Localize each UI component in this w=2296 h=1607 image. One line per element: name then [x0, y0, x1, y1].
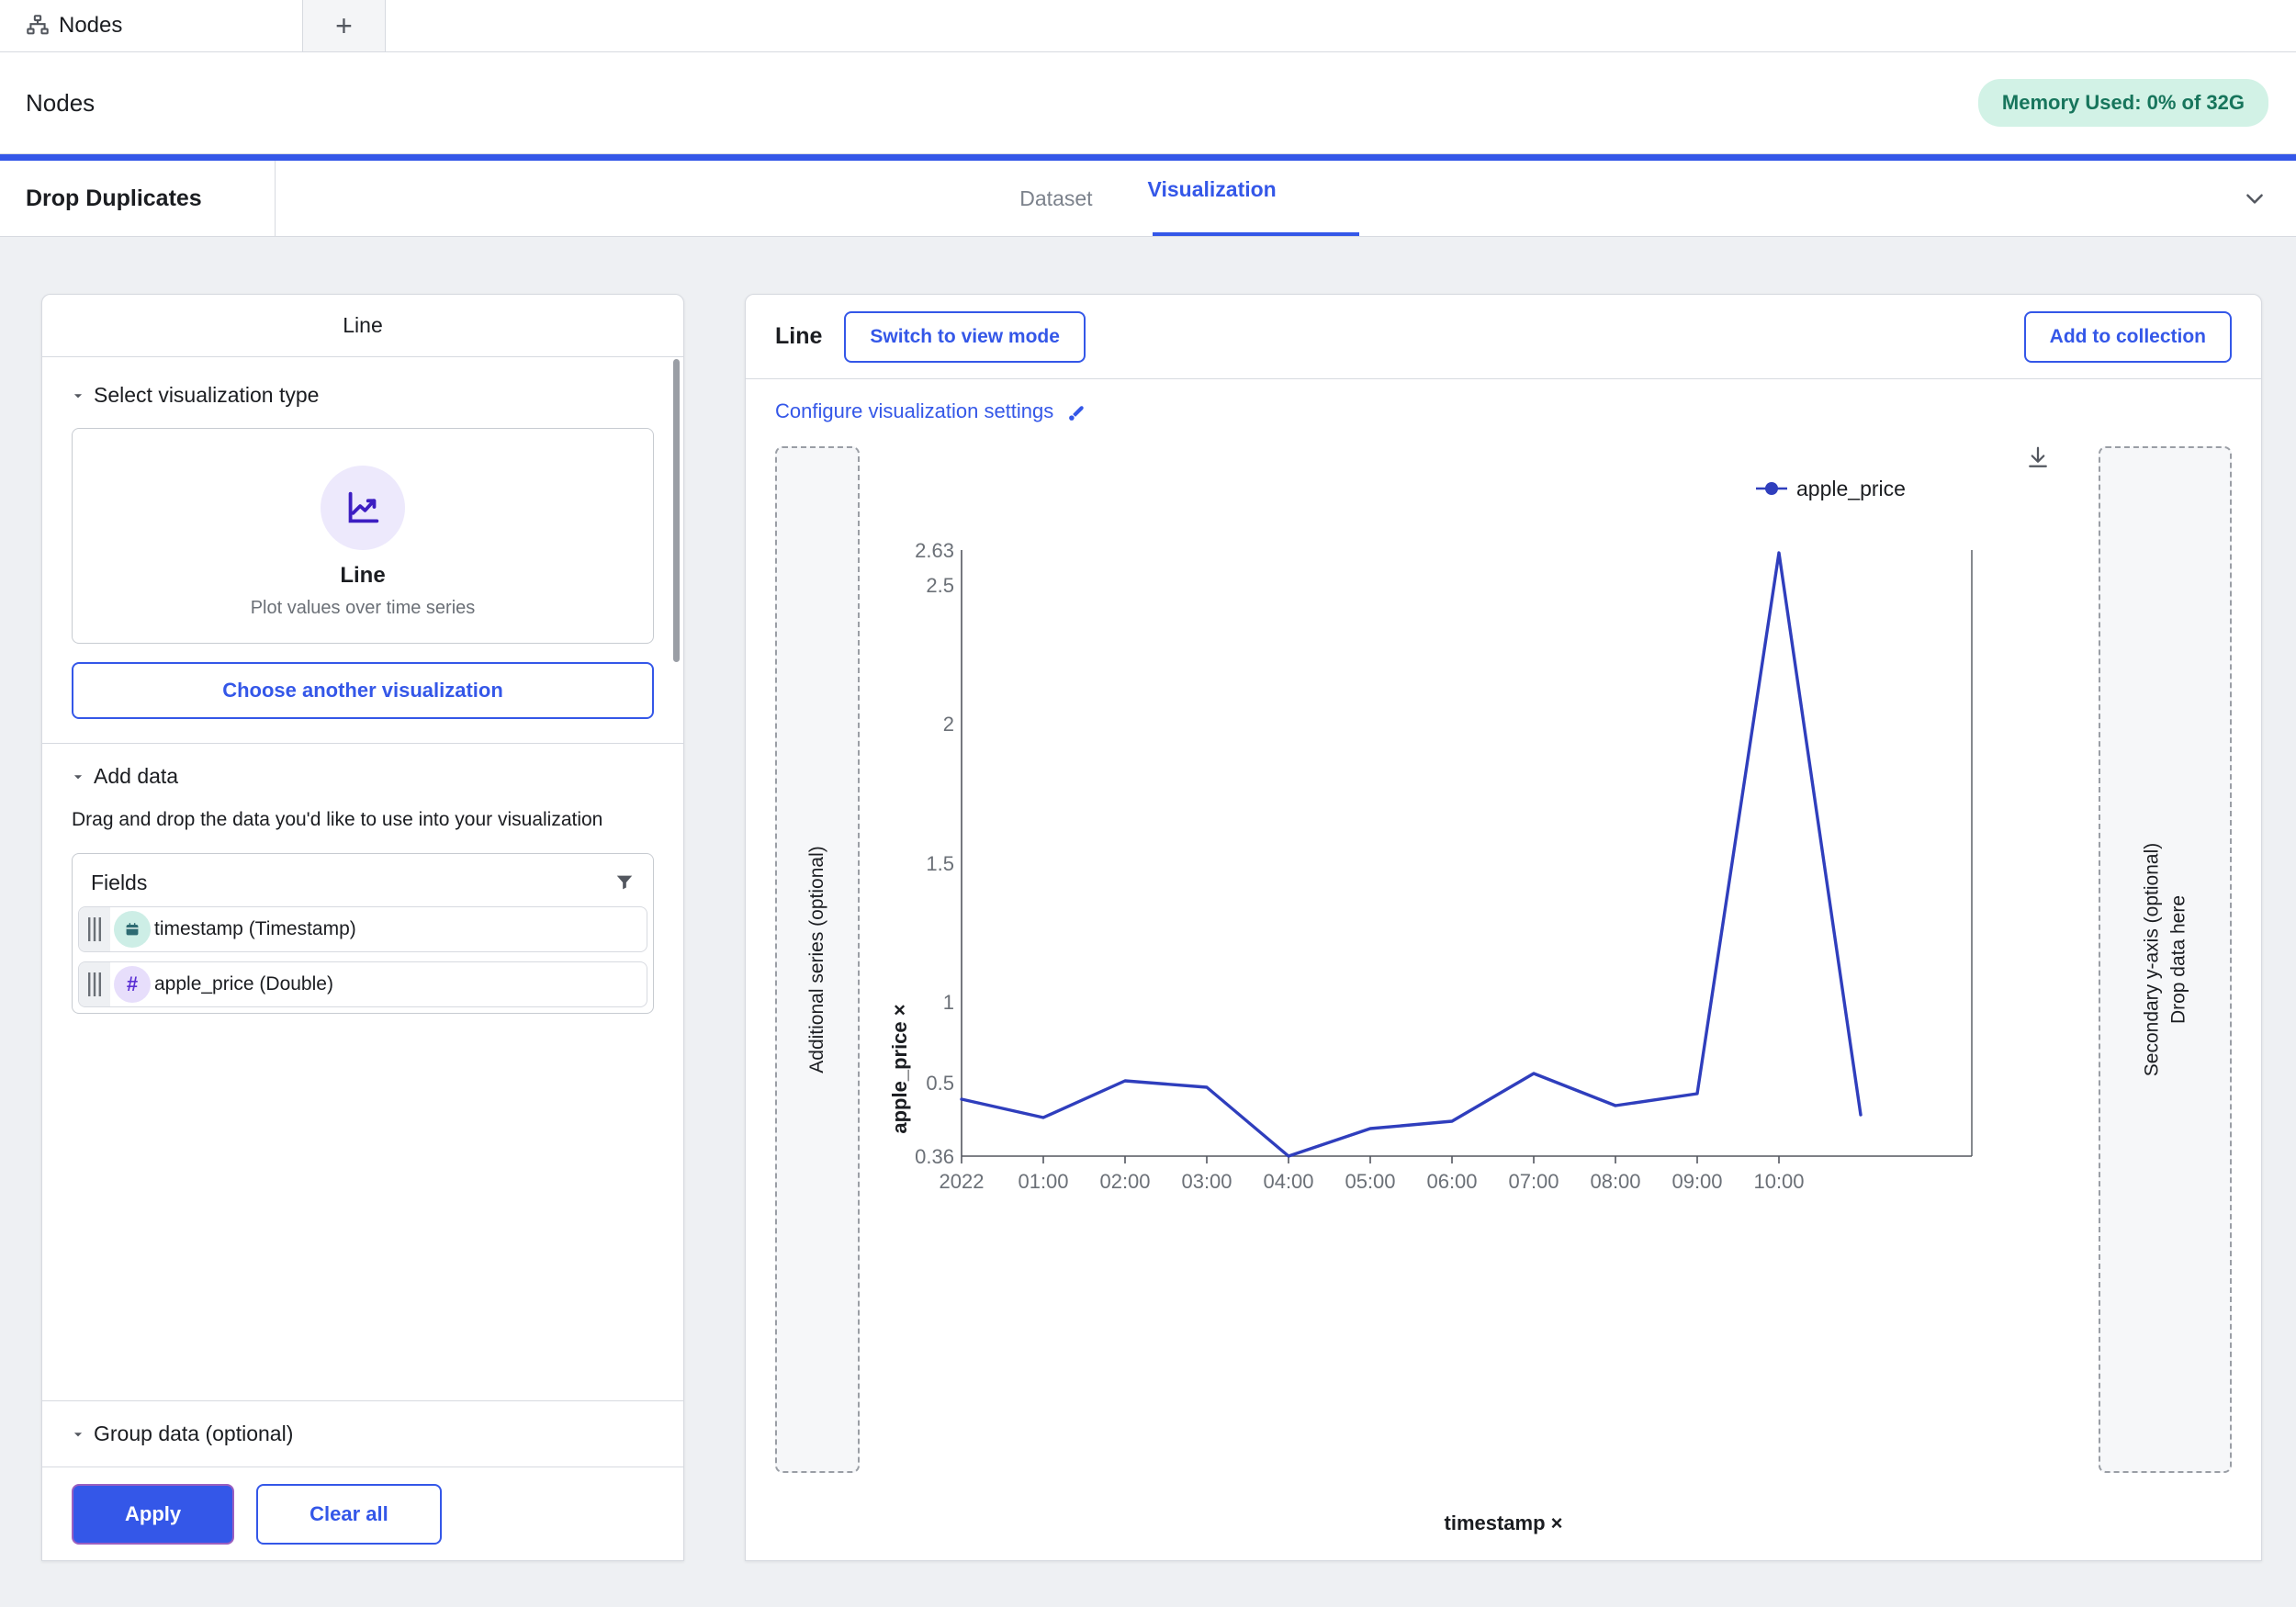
svg-text:05:00: 05:00	[1345, 1170, 1395, 1193]
svg-text:0.5: 0.5	[926, 1072, 954, 1095]
svg-text:2.63: 2.63	[915, 539, 954, 562]
svg-text:1: 1	[943, 991, 954, 1014]
svg-text:10:00: 10:00	[1753, 1170, 1804, 1193]
svg-text:09:00: 09:00	[1671, 1170, 1722, 1193]
svg-text:2.5: 2.5	[926, 574, 954, 597]
svg-text:01:00: 01:00	[1018, 1170, 1068, 1193]
svg-text:06:00: 06:00	[1426, 1170, 1477, 1193]
svg-text:1.5: 1.5	[926, 852, 954, 875]
svg-text:03:00: 03:00	[1181, 1170, 1232, 1193]
svg-text:08:00: 08:00	[1590, 1170, 1640, 1193]
svg-text:2: 2	[943, 713, 954, 736]
svg-text:2022: 2022	[940, 1170, 985, 1193]
svg-text:02:00: 02:00	[1099, 1170, 1150, 1193]
svg-text:0.36: 0.36	[915, 1145, 954, 1168]
svg-text:07:00: 07:00	[1508, 1170, 1559, 1193]
svg-text:04:00: 04:00	[1263, 1170, 1313, 1193]
